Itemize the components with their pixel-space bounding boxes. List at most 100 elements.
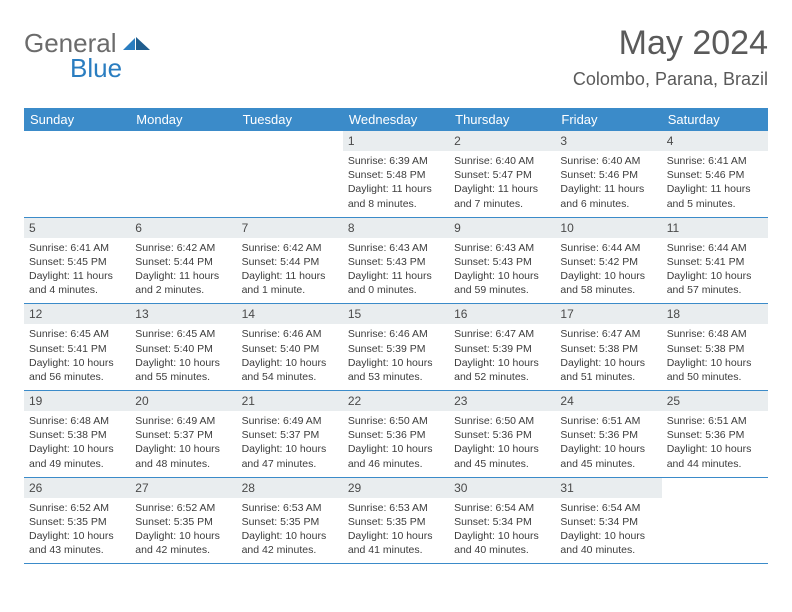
day-body: [237, 151, 343, 209]
day-body: Sunrise: 6:42 AMSunset: 5:44 PMDaylight:…: [237, 238, 343, 304]
day-number: 7: [237, 218, 343, 238]
daylight-line: Daylight: 10 hours and 40 minutes.: [560, 529, 656, 557]
dow-tuesday: Tuesday: [237, 108, 343, 131]
sunset-line: Sunset: 5:41 PM: [667, 255, 763, 269]
day-number: 25: [662, 391, 768, 411]
week-row: 12Sunrise: 6:45 AMSunset: 5:41 PMDayligh…: [24, 304, 768, 391]
sunset-line: Sunset: 5:43 PM: [454, 255, 550, 269]
sunrise-line: Sunrise: 6:52 AM: [29, 501, 125, 515]
daylight-line: Daylight: 10 hours and 50 minutes.: [667, 356, 763, 384]
sunset-line: Sunset: 5:46 PM: [667, 168, 763, 182]
daylight-line: Daylight: 11 hours and 6 minutes.: [560, 182, 656, 210]
week-row: 1Sunrise: 6:39 AMSunset: 5:48 PMDaylight…: [24, 131, 768, 218]
daylight-line: Daylight: 11 hours and 2 minutes.: [135, 269, 231, 297]
daylight-line: Daylight: 10 hours and 43 minutes.: [29, 529, 125, 557]
sunrise-line: Sunrise: 6:53 AM: [348, 501, 444, 515]
day-number: 13: [130, 304, 236, 324]
daylight-line: Daylight: 10 hours and 55 minutes.: [135, 356, 231, 384]
sunset-line: Sunset: 5:47 PM: [454, 168, 550, 182]
daylight-line: Daylight: 10 hours and 48 minutes.: [135, 442, 231, 470]
sunset-line: Sunset: 5:44 PM: [242, 255, 338, 269]
daylight-line: Daylight: 10 hours and 56 minutes.: [29, 356, 125, 384]
day-number: 17: [555, 304, 661, 324]
sunset-line: Sunset: 5:37 PM: [242, 428, 338, 442]
day-number: 24: [555, 391, 661, 411]
day-cell: 9Sunrise: 6:43 AMSunset: 5:43 PMDaylight…: [449, 218, 555, 304]
sunset-line: Sunset: 5:36 PM: [454, 428, 550, 442]
daylight-line: Daylight: 10 hours and 49 minutes.: [29, 442, 125, 470]
day-number: 4: [662, 131, 768, 151]
sunset-line: Sunset: 5:35 PM: [29, 515, 125, 529]
day-cell: 23Sunrise: 6:50 AMSunset: 5:36 PMDayligh…: [449, 391, 555, 477]
daylight-line: Daylight: 10 hours and 54 minutes.: [242, 356, 338, 384]
week-row: 26Sunrise: 6:52 AMSunset: 5:35 PMDayligh…: [24, 478, 768, 565]
day-number: 3: [555, 131, 661, 151]
daylight-line: Daylight: 10 hours and 44 minutes.: [667, 442, 763, 470]
day-body: Sunrise: 6:48 AMSunset: 5:38 PMDaylight:…: [24, 411, 130, 477]
day-cell: 2Sunrise: 6:40 AMSunset: 5:47 PMDaylight…: [449, 131, 555, 217]
sunset-line: Sunset: 5:48 PM: [348, 168, 444, 182]
daylight-line: Daylight: 10 hours and 46 minutes.: [348, 442, 444, 470]
day-cell: 17Sunrise: 6:47 AMSunset: 5:38 PMDayligh…: [555, 304, 661, 390]
calendar-grid: SundayMondayTuesdayWednesdayThursdayFrid…: [24, 108, 768, 564]
sunset-line: Sunset: 5:43 PM: [348, 255, 444, 269]
day-cell: 8Sunrise: 6:43 AMSunset: 5:43 PMDaylight…: [343, 218, 449, 304]
day-cell: 28Sunrise: 6:53 AMSunset: 5:35 PMDayligh…: [237, 478, 343, 564]
day-cell: 26 Sunrise: 6:52 AMSunset: 5:35 PMDayligh…: [24, 478, 130, 564]
day-body: Sunrise: 6:49 AMSunset: 5:37 PMDaylight:…: [237, 411, 343, 477]
day-number: 15: [343, 304, 449, 324]
day-cell: 27Sunrise: 6:52 AMSunset: 5:35 PMDayligh…: [130, 478, 236, 564]
day-number: 10: [555, 218, 661, 238]
day-body: Sunrise: 6:44 AMSunset: 5:41 PMDaylight:…: [662, 238, 768, 304]
dow-wednesday: Wednesday: [343, 108, 449, 131]
sunset-line: Sunset: 5:34 PM: [454, 515, 550, 529]
daylight-line: Daylight: 11 hours and 1 minute.: [242, 269, 338, 297]
day-number: 12: [24, 304, 130, 324]
daylight-line: Daylight: 10 hours and 40 minutes.: [454, 529, 550, 557]
day-number: 11: [662, 218, 768, 238]
month-title: May 2024: [573, 24, 768, 63]
sunrise-line: Sunrise: 6:53 AM: [242, 501, 338, 515]
sunset-line: Sunset: 5:41 PM: [29, 342, 125, 356]
sunrise-line: Sunrise: 6:49 AM: [242, 414, 338, 428]
daylight-line: Daylight: 10 hours and 58 minutes.: [560, 269, 656, 297]
sunset-line: Sunset: 5:34 PM: [560, 515, 656, 529]
day-number: [237, 131, 343, 151]
day-number: 6: [130, 218, 236, 238]
day-body: Sunrise: 6:48 AMSunset: 5:38 PMDaylight:…: [662, 324, 768, 390]
day-cell: [237, 131, 343, 217]
day-cell: 21Sunrise: 6:49 AMSunset: 5:37 PMDayligh…: [237, 391, 343, 477]
daylight-line: Daylight: 10 hours and 42 minutes.: [135, 529, 231, 557]
sunrise-line: Sunrise: 6:46 AM: [242, 327, 338, 341]
sunrise-line: Sunrise: 6:43 AM: [348, 241, 444, 255]
day-cell: 7Sunrise: 6:42 AMSunset: 5:44 PMDaylight…: [237, 218, 343, 304]
daylight-line: Daylight: 11 hours and 0 minutes.: [348, 269, 444, 297]
day-number: 26: [24, 478, 130, 498]
daylight-line: Daylight: 10 hours and 42 minutes.: [242, 529, 338, 557]
day-cell: [130, 131, 236, 217]
sunset-line: Sunset: 5:35 PM: [242, 515, 338, 529]
sunrise-line: Sunrise: 6:47 AM: [454, 327, 550, 341]
day-number: 23: [449, 391, 555, 411]
day-body: Sunrise: 6:45 AMSunset: 5:41 PMDaylight:…: [24, 324, 130, 390]
day-body: Sunrise: 6:50 AMSunset: 5:36 PMDaylight:…: [343, 411, 449, 477]
day-body: Sunrise: 6:42 AMSunset: 5:44 PMDaylight:…: [130, 238, 236, 304]
day-cell: 18Sunrise: 6:48 AMSunset: 5:38 PMDayligh…: [662, 304, 768, 390]
day-cell: 5Sunrise: 6:41 AMSunset: 5:45 PMDaylight…: [24, 218, 130, 304]
daylight-line: Daylight: 10 hours and 59 minutes.: [454, 269, 550, 297]
day-number: 30: [449, 478, 555, 498]
day-body: Sunrise: 6:51 AMSunset: 5:36 PMDaylight:…: [662, 411, 768, 477]
sunrise-line: Sunrise: 6:50 AM: [348, 414, 444, 428]
day-body: Sunrise: 6:54 AMSunset: 5:34 PMDaylight:…: [555, 498, 661, 564]
day-body: [662, 498, 768, 556]
brand-logo: General Blue: [24, 28, 153, 84]
sunset-line: Sunset: 5:39 PM: [348, 342, 444, 356]
sunset-line: Sunset: 5:35 PM: [348, 515, 444, 529]
day-cell: 31Sunrise: 6:54 AMSunset: 5:34 PMDayligh…: [555, 478, 661, 564]
day-body: Sunrise: 6:47 AMSunset: 5:39 PMDaylight:…: [449, 324, 555, 390]
day-cell: 3Sunrise: 6:40 AMSunset: 5:46 PMDaylight…: [555, 131, 661, 217]
sunrise-line: Sunrise: 6:39 AM: [348, 154, 444, 168]
sunrise-line: Sunrise: 6:43 AM: [454, 241, 550, 255]
day-body: Sunrise: 6:53 AMSunset: 5:35 PMDaylight:…: [343, 498, 449, 564]
sunrise-line: Sunrise: 6:52 AM: [135, 501, 231, 515]
